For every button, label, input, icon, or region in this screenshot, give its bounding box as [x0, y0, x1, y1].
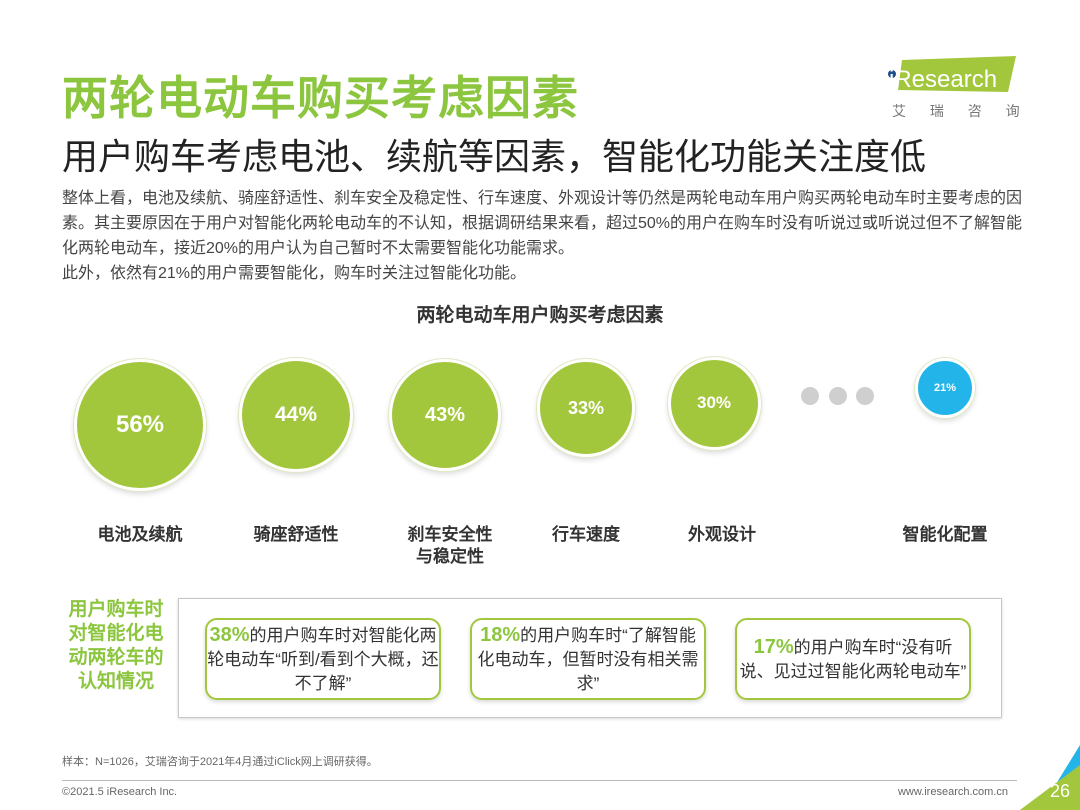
bubble-6: 21% — [915, 358, 975, 418]
ellipsis-dot — [801, 387, 819, 405]
body-paragraph: 整体上看，电池及续航、骑座舒适性、刹车安全及稳定性、行车速度、外观设计等仍然是两… — [62, 190, 1023, 257]
card-percent: 18% — [480, 623, 521, 646]
copyright: ©2021.5 iResearch Inc. — [62, 786, 178, 798]
ellipsis-dot — [856, 387, 874, 405]
iresearch-logo: iResearch 艾 瑞 咨 询 — [888, 56, 1024, 119]
bubble-2: 44% — [239, 358, 353, 472]
corner-decoration — [1020, 745, 1080, 810]
bubble-3: 43% — [388, 358, 502, 472]
chart-title: 两轮电动车用户购买考虑因素 — [416, 305, 664, 326]
bubble-label: 44% — [274, 403, 318, 426]
card-text: 的用户购车时“了解智能化电动车，但暂时没有相关需求” — [477, 625, 699, 693]
category-label: 电池及续航 — [97, 525, 183, 544]
footer-divider — [62, 780, 1017, 781]
bubble-5: 30% — [667, 356, 761, 450]
awareness-card: 17%的用户购车时“没有听说、见过过智能化两轮电动车” — [735, 618, 971, 700]
page-number: 26 — [1049, 781, 1070, 801]
category-label: 行车速度 — [552, 525, 620, 544]
bubble-label: 43% — [424, 403, 466, 426]
bubble-label: 30% — [696, 393, 732, 412]
corner-green — [1020, 765, 1080, 810]
card-text: 的用户购车时“没有听说、见过过智能化两轮电动车” — [739, 637, 967, 681]
awareness-card: 18%的用户购车时“了解智能化电动车，但暂时没有相关需求” — [470, 618, 706, 700]
logo-cn: 艾 瑞 咨 询 — [892, 103, 1024, 119]
bubble-label: 56% — [115, 411, 165, 438]
card-percent: 17% — [753, 635, 794, 658]
bubble-4: 33% — [537, 359, 635, 457]
source-note: 样本：N=1026，艾瑞咨询于2021年4月通过iClick网上调研获得。 — [62, 756, 378, 768]
awareness-card: 38%的用户购车时对智能化两轮电动车“听到/看到个大概，还不了解” — [205, 618, 441, 700]
category-label: 外观设计 — [688, 525, 756, 544]
page-title: 两轮电动车购买考虑因素 — [62, 72, 579, 124]
body-paragraph: 此外，依然有21%的用户需要智能化，购车时关注过智能化功能。 — [62, 265, 527, 282]
card-percent: 38% — [209, 623, 250, 646]
logo-text: iResearch — [889, 66, 997, 93]
page-subtitle: 用户购车考虑电池、续航等因素，智能化功能关注度低 — [62, 136, 927, 177]
body-text: 整体上看，电池及续航、骑座舒适性、刹车安全及稳定性、行车速度、外观设计等仍然是两… — [62, 186, 1032, 286]
bubble-label: 21% — [933, 382, 957, 394]
bubble-label: 33% — [567, 397, 605, 418]
ellipsis-dot — [829, 387, 847, 405]
category-label: 智能化配置 — [902, 525, 988, 544]
logo-banner — [898, 56, 1016, 92]
category-label: 刹车安全性 与稳定性 — [407, 525, 493, 566]
logo-dot — [888, 70, 896, 78]
category-label: 骑座舒适性 — [253, 525, 339, 544]
bubble-1: 56% — [74, 359, 206, 491]
awareness-label: 用户购车时对智能化电动两轮车的认知情况 — [68, 599, 164, 692]
awareness-box — [178, 598, 1002, 718]
website-link[interactable]: www.iresearch.com.cn — [897, 786, 1008, 798]
card-text: 的用户购车时对智能化两轮电动车“听到/看到个大概，还不了解” — [207, 625, 439, 693]
